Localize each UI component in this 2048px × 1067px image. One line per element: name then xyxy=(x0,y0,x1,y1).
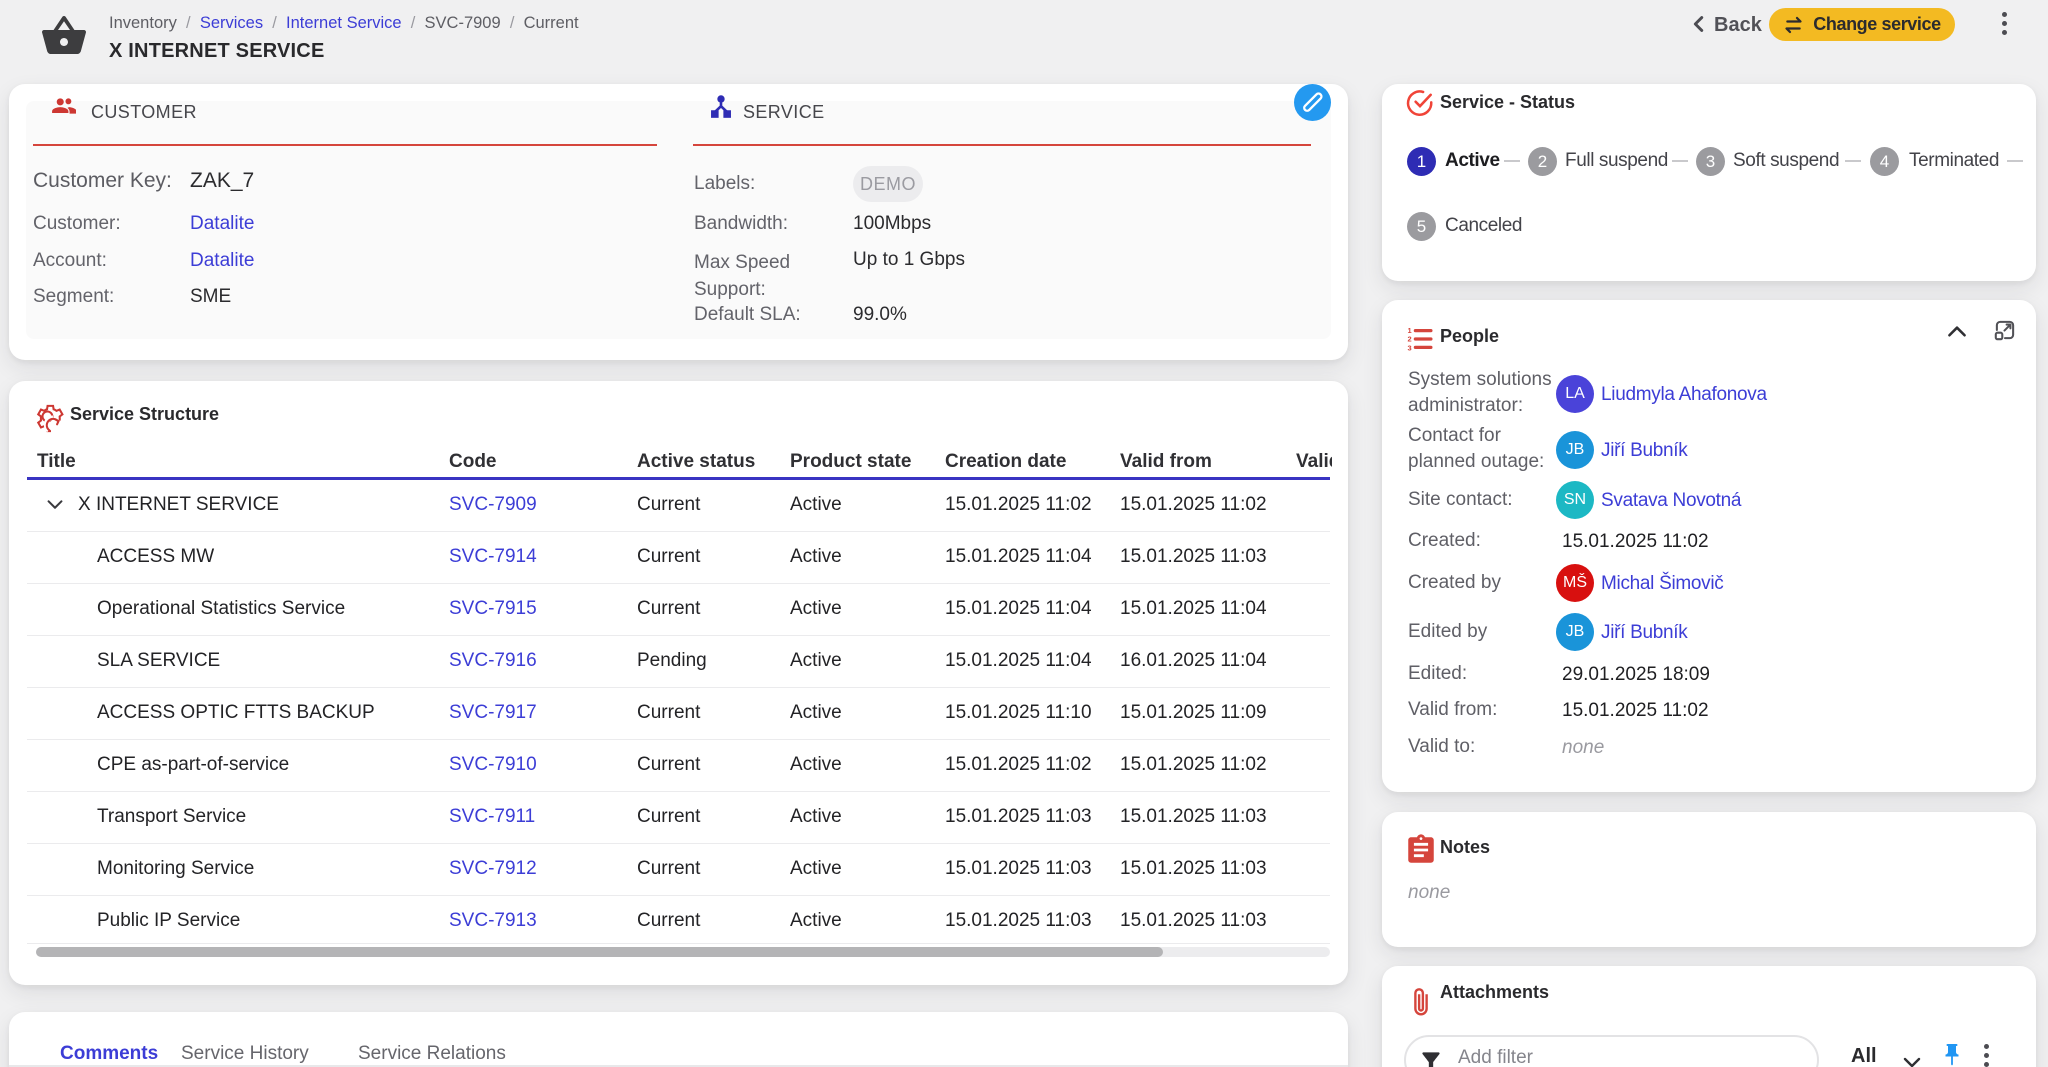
svg-text:2: 2 xyxy=(1408,335,1412,344)
svg-text:1: 1 xyxy=(1408,326,1412,335)
svg-text:3: 3 xyxy=(1408,343,1412,352)
